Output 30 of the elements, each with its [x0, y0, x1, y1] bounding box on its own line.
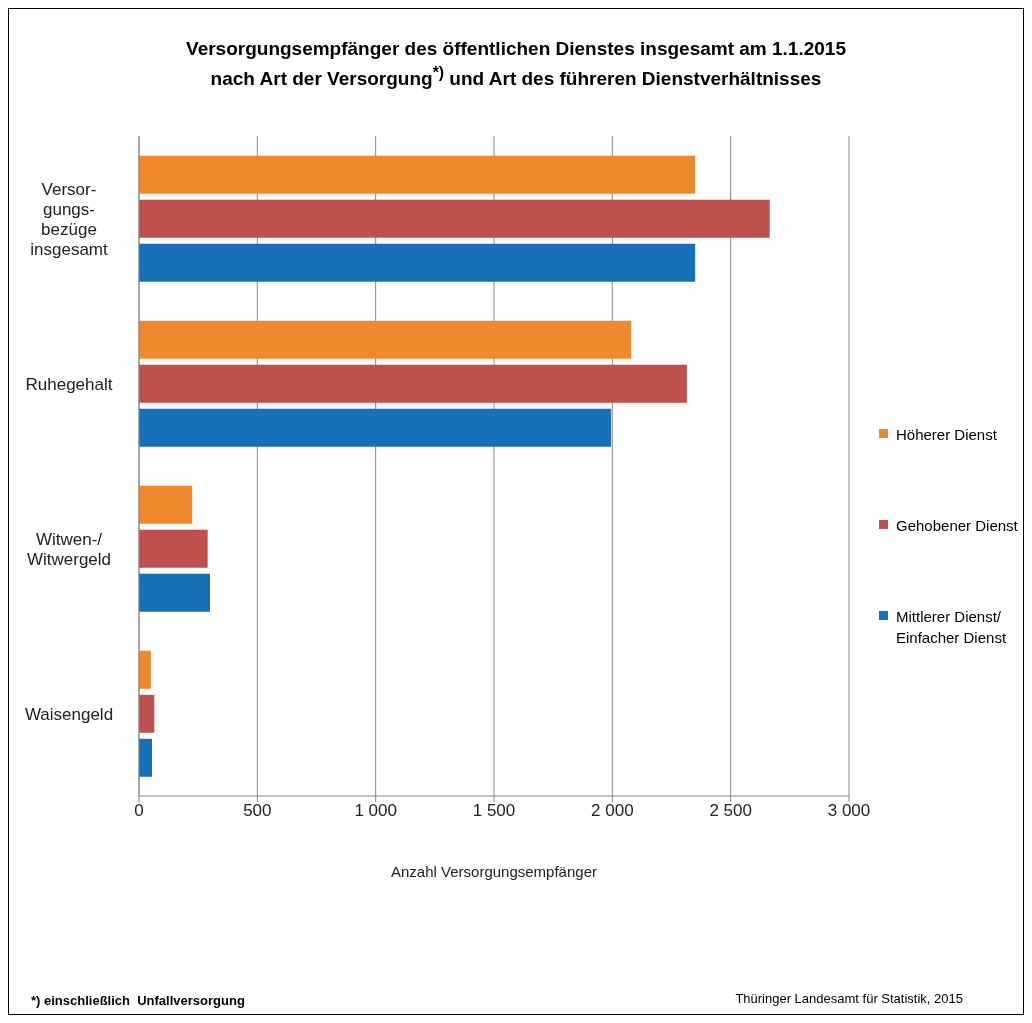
x-tick-label: 2 500: [709, 801, 752, 821]
bar: [139, 695, 155, 734]
x-axis-title: Anzahl Versorgungsempfänger: [391, 862, 597, 880]
bar: [139, 156, 696, 195]
text: Thüringer Landesamt für Statistik, 2015: [735, 991, 963, 1006]
y-tick-label: Ruhegehalt: [25, 374, 113, 394]
chart-title: Versorgungsempfänger des öffentlichen Dienstes insgesamt am 1.1.2015 nach Art der Versorgung$^{*)}$ und Art des führeren Dienstverhältnisses: [185, 37, 847, 92]
bar: [139, 530, 208, 569]
y-tick-label: Versor- gungs- bezüge insgesamt: [30, 179, 109, 259]
text: *) einschließlich Unfallversorgung: [31, 993, 245, 1008]
y-tick-label: Witwen-/ Witwergeld: [26, 529, 112, 569]
legend-label: Gehobener Dienst: [896, 516, 1018, 537]
legend-label: Höherer Dienst: [896, 425, 997, 446]
legend-label: Mittlerer Dienst/ Einfacher Dienst: [896, 607, 1007, 649]
bar: [139, 200, 770, 239]
bar: [139, 244, 696, 283]
bar: [139, 651, 151, 690]
bar: [139, 321, 632, 360]
x-tick-label: 0: [134, 801, 144, 821]
bar: [139, 486, 193, 525]
x-tick-label: 500: [243, 801, 272, 821]
x-tick-label: 1 000: [354, 801, 397, 821]
bar: [139, 409, 612, 448]
x-tick-label: 1 500: [472, 801, 516, 821]
x-tick-label: 2 000: [591, 801, 634, 821]
bar: [139, 739, 153, 778]
bar: [139, 365, 687, 404]
bar: [139, 574, 210, 613]
y-tick-label: Waisengeld: [24, 704, 114, 724]
x-tick-label: 3 000: [827, 801, 871, 821]
